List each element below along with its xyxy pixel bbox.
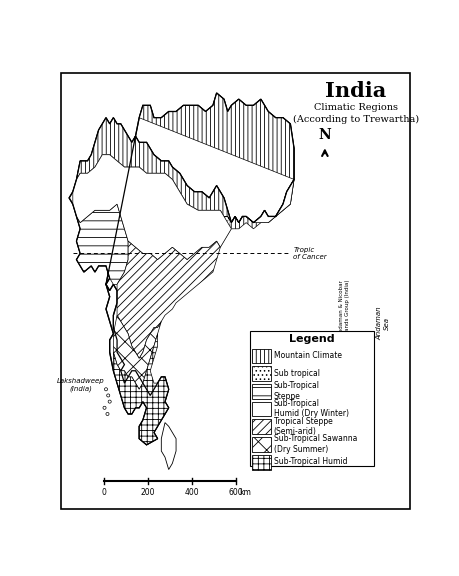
Text: 200: 200 [140, 488, 155, 497]
Circle shape [257, 425, 261, 428]
Circle shape [103, 406, 106, 410]
Bar [252, 366, 270, 381]
Polygon shape [113, 315, 161, 389]
Text: Lakshadweep
(India): Lakshadweep (India) [57, 378, 104, 392]
Text: km: km [239, 488, 251, 497]
Circle shape [108, 400, 111, 403]
Text: 0: 0 [101, 488, 106, 497]
Text: Tropical Steppe
(Semi-arid): Tropical Steppe (Semi-arid) [273, 416, 332, 436]
Circle shape [255, 400, 259, 404]
Text: Legend: Legend [288, 335, 334, 344]
Text: Sub-Tropical
Humid (Dry Winter): Sub-Tropical Humid (Dry Winter) [273, 399, 348, 418]
Polygon shape [76, 93, 293, 229]
Bar [252, 455, 270, 469]
Polygon shape [224, 180, 293, 223]
Polygon shape [161, 423, 176, 469]
Text: N: N [318, 127, 330, 142]
Text: Sub-Tropical Humid: Sub-Tropical Humid [273, 457, 347, 467]
Polygon shape [76, 155, 231, 260]
Text: India: India [325, 81, 386, 101]
Text: Tropic
of Cancer: Tropic of Cancer [293, 247, 326, 260]
Bar [252, 348, 270, 363]
Text: Andaman & Nicobar
Islands Group (India): Andaman & Nicobar Islands Group (India) [338, 279, 349, 336]
Text: Climatic Regions
(According to Trewartha): Climatic Regions (According to Trewartha… [292, 103, 418, 124]
Circle shape [104, 388, 107, 391]
Polygon shape [69, 93, 293, 445]
Circle shape [256, 375, 260, 379]
Text: Sub-Tropical
Steppe: Sub-Tropical Steppe [273, 381, 319, 401]
Text: Sub tropical: Sub tropical [273, 369, 319, 378]
Text: 600: 600 [228, 488, 242, 497]
Circle shape [256, 387, 260, 391]
Bar [252, 384, 270, 399]
Polygon shape [113, 334, 168, 445]
Circle shape [106, 412, 109, 415]
Bar [252, 419, 270, 434]
Text: Andaman
Sea: Andaman Sea [375, 306, 389, 340]
Bar [252, 437, 270, 452]
Polygon shape [117, 241, 220, 358]
Text: 400: 400 [184, 488, 199, 497]
Text: Mountain Climate: Mountain Climate [273, 351, 341, 360]
Polygon shape [260, 180, 293, 223]
Polygon shape [76, 204, 128, 285]
Bar [252, 402, 270, 416]
Text: Sub-Tropical Sawanna
(Dry Summer): Sub-Tropical Sawanna (Dry Summer) [273, 434, 356, 454]
Circle shape [258, 412, 262, 416]
Circle shape [106, 394, 110, 397]
Bar [249, 331, 373, 465]
Polygon shape [73, 155, 231, 260]
